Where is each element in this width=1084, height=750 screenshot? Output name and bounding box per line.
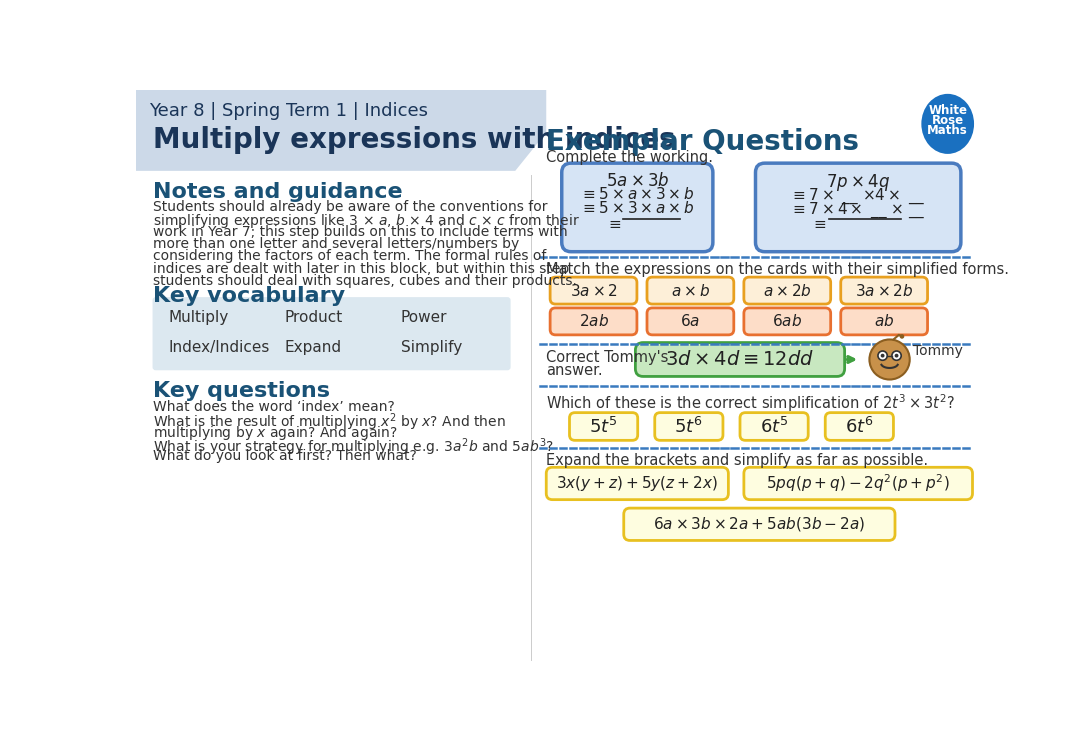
FancyBboxPatch shape — [825, 413, 893, 440]
Text: Simplify: Simplify — [401, 340, 462, 356]
FancyBboxPatch shape — [569, 413, 637, 440]
FancyBboxPatch shape — [635, 343, 844, 376]
Text: $\equiv 7 \times$ __ $\times 4 \times$ __: $\equiv 7 \times$ __ $\times 4 \times$ _… — [790, 186, 926, 206]
FancyBboxPatch shape — [841, 277, 928, 304]
Text: Match the expressions on the cards with their simplified forms.: Match the expressions on the cards with … — [546, 262, 1009, 277]
Text: $\equiv 5 \times a \times 3 \times b$: $\equiv 5 \times a \times 3 \times b$ — [580, 186, 695, 202]
FancyBboxPatch shape — [647, 277, 734, 304]
Text: Expand: Expand — [284, 340, 341, 356]
Text: $3x(y + z) + 5y(z + 2x)$: $3x(y + z) + 5y(z + 2x)$ — [556, 474, 718, 493]
Text: White: White — [928, 104, 967, 116]
FancyBboxPatch shape — [153, 297, 511, 370]
Text: Index/Indices: Index/Indices — [168, 340, 270, 356]
FancyBboxPatch shape — [550, 277, 637, 304]
Text: Product: Product — [284, 310, 343, 326]
Text: Power: Power — [401, 310, 447, 326]
Text: $6a$: $6a$ — [681, 314, 700, 329]
Text: Exemplar Questions: Exemplar Questions — [546, 128, 860, 157]
Text: Tommy: Tommy — [913, 344, 963, 358]
Text: Key questions: Key questions — [153, 381, 330, 401]
Text: students should deal with squares, cubes and their products.: students should deal with squares, cubes… — [153, 274, 577, 288]
Text: $\equiv$: $\equiv$ — [811, 215, 827, 230]
Ellipse shape — [921, 94, 975, 154]
FancyBboxPatch shape — [647, 308, 734, 334]
FancyBboxPatch shape — [756, 164, 960, 252]
Text: $6a \times 3b \times 2a + 5ab(3b - 2a)$: $6a \times 3b \times 2a + 5ab(3b - 2a)$ — [654, 515, 865, 533]
FancyBboxPatch shape — [655, 413, 723, 440]
Text: Which of these is the correct simplification of $2t^3 \times 3t^2$?: Which of these is the correct simplifica… — [546, 392, 955, 413]
FancyBboxPatch shape — [744, 308, 830, 334]
Text: What does the word ‘index’ mean?: What does the word ‘index’ mean? — [153, 400, 395, 413]
Circle shape — [900, 334, 904, 339]
Text: Multiply expressions with indices: Multiply expressions with indices — [153, 126, 675, 154]
Text: $\equiv$: $\equiv$ — [606, 215, 622, 230]
FancyBboxPatch shape — [740, 413, 809, 440]
Text: multiplying by $x$ again? And again?: multiplying by $x$ again? And again? — [153, 424, 398, 442]
Text: work in Year 7; this step builds on this to include terms with: work in Year 7; this step builds on this… — [153, 225, 567, 238]
Circle shape — [878, 351, 887, 360]
Text: Multiply: Multiply — [168, 310, 229, 326]
FancyBboxPatch shape — [841, 308, 928, 334]
Text: What do you look at first? Then what?: What do you look at first? Then what? — [153, 448, 416, 463]
Text: Complete the working.: Complete the working. — [546, 150, 713, 165]
FancyBboxPatch shape — [562, 164, 713, 252]
Text: Correct Tommy's: Correct Tommy's — [546, 350, 669, 365]
Text: $\equiv 5 \times 3 \times a \times b$: $\equiv 5 \times 3 \times a \times b$ — [580, 200, 695, 216]
Text: Expand the brackets and simplify as far as possible.: Expand the brackets and simplify as far … — [546, 454, 928, 469]
Text: $a \times b$: $a \times b$ — [671, 283, 710, 298]
Text: $a \times 2b$: $a \times 2b$ — [763, 283, 812, 298]
Text: more than one letter and several letters/numbers by: more than one letter and several letters… — [153, 237, 519, 251]
Text: Rose: Rose — [931, 113, 964, 127]
Text: Notes and guidance: Notes and guidance — [153, 182, 402, 203]
Text: $6t^6$: $6t^6$ — [844, 416, 874, 436]
FancyBboxPatch shape — [550, 308, 637, 334]
Circle shape — [894, 354, 899, 358]
Text: What is your strategy for multiplying e.g. $3a^2b$ and $5ab^3$?: What is your strategy for multiplying e.… — [153, 436, 554, 458]
Text: What is the result of multiplying $x^2$ by $x$? And then: What is the result of multiplying $x^2$ … — [153, 412, 505, 434]
Text: $7p \times 4q$: $7p \times 4q$ — [826, 172, 890, 194]
FancyBboxPatch shape — [744, 277, 830, 304]
Circle shape — [892, 351, 901, 360]
Text: $3a \times 2$: $3a \times 2$ — [569, 283, 618, 298]
Text: $3a \times 2b$: $3a \times 2b$ — [855, 283, 914, 298]
Text: $6ab$: $6ab$ — [772, 314, 802, 329]
Text: Year 8 | Spring Term 1 | Indices: Year 8 | Spring Term 1 | Indices — [150, 102, 428, 120]
Text: $\equiv 7 \times 4 \times$ __ $\times$ __: $\equiv 7 \times 4 \times$ __ $\times$ _… — [790, 200, 926, 220]
Circle shape — [869, 340, 909, 380]
Text: $3d \times 4d \equiv 12dd$: $3d \times 4d \equiv 12dd$ — [666, 350, 814, 369]
FancyBboxPatch shape — [546, 467, 728, 500]
Text: $5t^6$: $5t^6$ — [674, 416, 704, 436]
Text: answer.: answer. — [546, 362, 603, 377]
Text: $2ab$: $2ab$ — [579, 314, 608, 329]
Text: Maths: Maths — [927, 124, 968, 137]
Text: indices are dealt with later in this block, but within this step: indices are dealt with later in this blo… — [153, 262, 569, 276]
Text: $5pq(p + q) - 2q^2(p + p^2)$: $5pq(p + q) - 2q^2(p + p^2)$ — [766, 472, 950, 494]
FancyBboxPatch shape — [623, 508, 895, 541]
Circle shape — [880, 354, 885, 358]
Text: Key vocabulary: Key vocabulary — [153, 286, 345, 305]
Text: $5a \times 3b$: $5a \times 3b$ — [606, 172, 669, 190]
Text: considering the factors of each term. The formal rules of: considering the factors of each term. Th… — [153, 250, 546, 263]
Polygon shape — [136, 90, 546, 171]
Text: $6t^5$: $6t^5$ — [760, 416, 788, 436]
FancyBboxPatch shape — [744, 467, 972, 500]
Text: $5t^5$: $5t^5$ — [590, 416, 618, 436]
Text: $ab$: $ab$ — [874, 314, 894, 329]
Text: simplifying expressions like 3 $\times$ $a$, $b$ $\times$ 4 and $c$ $\times$ $c$: simplifying expressions like 3 $\times$ … — [153, 212, 580, 230]
Text: Students should already be aware of the conventions for: Students should already be aware of the … — [153, 200, 547, 214]
